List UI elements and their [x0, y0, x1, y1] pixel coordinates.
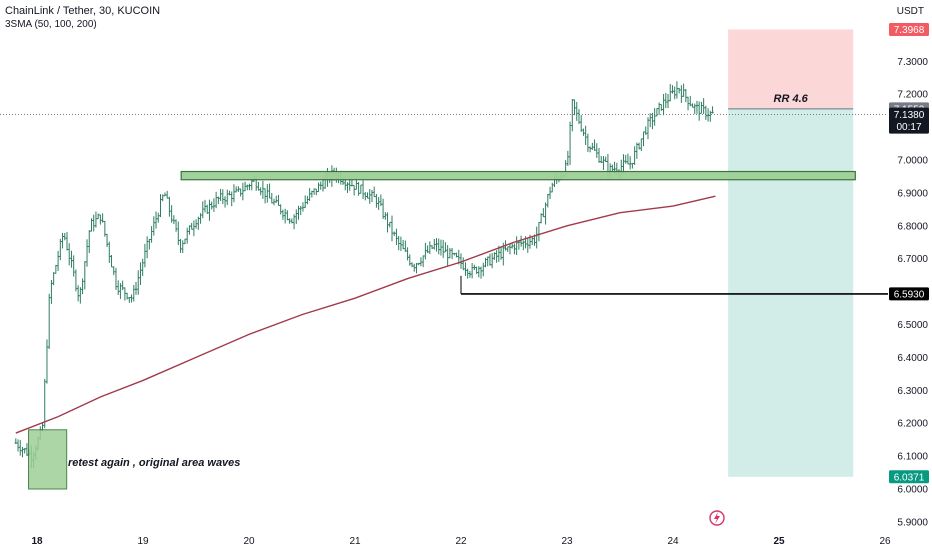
- retest-box: [28, 429, 68, 490]
- time-tick-label: 20: [243, 536, 255, 547]
- price-tick-label: 6.4000: [897, 353, 928, 364]
- support-zone: [180, 170, 856, 181]
- take-profit-zone: [728, 108, 854, 477]
- lightning-icon: [709, 510, 725, 526]
- chart-symbol-title: ChainLink / Tether, 30, KUCOIN: [5, 5, 161, 17]
- price-tick-label: 5.9000: [897, 517, 928, 528]
- time-tick-label: 21: [349, 536, 361, 547]
- stop-loss-zone: [728, 29, 854, 109]
- price-tick-label: 7.3000: [897, 57, 928, 68]
- time-tick-label: 24: [667, 536, 679, 547]
- stop-price-tag-bg: [889, 22, 929, 36]
- last-price-tag-bg: [889, 107, 929, 134]
- risk-reward-label: RR 4.6: [774, 93, 809, 105]
- indicator-label[interactable]: 3SMA (50, 100, 200): [5, 19, 97, 30]
- target-price-tag: 6.0371: [894, 472, 925, 483]
- level-price-tag: 6.5930: [894, 289, 925, 300]
- stop-price-tag: 7.3968: [894, 25, 925, 36]
- price-tick-label: 6.9000: [897, 188, 928, 199]
- price-tick-label: 6.7000: [897, 254, 928, 265]
- countdown-timer: 00:17: [896, 122, 921, 133]
- time-axis: 18 19 20 21 22 23 24 25 26: [31, 536, 891, 547]
- time-tick-label: 18: [31, 536, 43, 547]
- price-tick-label: 6.2000: [897, 419, 928, 430]
- price-tick-label: 6.8000: [897, 221, 928, 232]
- time-tick-label: 22: [455, 536, 467, 547]
- sma-200-line: [15, 195, 716, 434]
- price-axis: 5.9000 6.0000 6.1000 6.2000 6.3000 6.4000 6.50…: [889, 22, 929, 528]
- candles: [14, 81, 714, 469]
- annotation-text: retest again , original area waves: [68, 457, 240, 469]
- price-tick-label: 7.0000: [897, 156, 928, 167]
- price-tick-label: 6.3000: [897, 386, 928, 397]
- time-tick-label: 23: [561, 536, 573, 547]
- price-tick-label: 6.5000: [897, 320, 928, 331]
- target-price-tag-bg: [889, 470, 929, 484]
- level-price-tag-bg: [889, 287, 929, 301]
- price-tick-label: 6.1000: [897, 452, 928, 463]
- last-price-tag: 7.1380: [894, 110, 925, 121]
- currency-label: USDT: [896, 6, 924, 17]
- price-tick-label: 6.0000: [897, 485, 928, 496]
- time-tick-label: 26: [879, 536, 891, 547]
- price-tick-label: 7.2000: [897, 90, 928, 101]
- time-tick-label: 25: [773, 536, 785, 547]
- time-tick-label: 19: [137, 536, 149, 547]
